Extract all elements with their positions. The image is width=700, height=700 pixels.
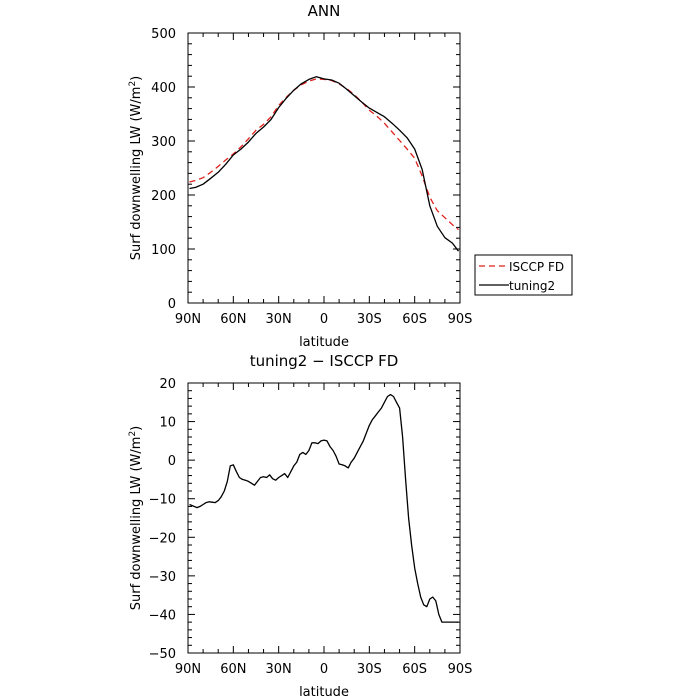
- y-axis-label-end: ): [129, 426, 144, 431]
- x-tick-label: 60N: [220, 312, 246, 327]
- plot-frame: [187, 32, 461, 304]
- y-tick-label: −40: [149, 608, 176, 623]
- y-tick-label: −20: [149, 531, 176, 546]
- legend-box: [474, 254, 573, 296]
- x-tick-label: 60S: [402, 312, 427, 327]
- top-panel-ann: ANN 90N 60N 30N 0 30S 60S 90S 0 100 200 300 400 500 la…: [128, 2, 472, 350]
- x-axis-label: latitude: [299, 685, 349, 700]
- x-tick-label: 30S: [357, 312, 382, 327]
- x-tick-label: 90S: [448, 662, 473, 677]
- y-tick-label: 500: [151, 27, 176, 42]
- y-tick-label: −30: [149, 570, 176, 585]
- series-line-difference: [189, 393, 459, 623]
- x-tick-label: 60N: [220, 662, 246, 677]
- chart-title: tuning2 − ISCCP FD: [250, 352, 399, 370]
- y-tick-label: 20: [159, 377, 176, 392]
- x-tick-label: 90N: [175, 312, 201, 327]
- y-axis-label: Surf downwelling LW (W/m2): [128, 76, 144, 261]
- y-axis-label: Surf downwelling LW (W/m2): [128, 426, 144, 611]
- y-axis-label-main: Surf downwelling LW (W/m: [129, 437, 144, 611]
- x-tick-label: 60S: [402, 662, 427, 677]
- series-line-tuning2: [189, 76, 460, 252]
- x-tick-label: 0: [320, 312, 328, 327]
- legend-label-1: tuning2: [509, 279, 555, 293]
- y-tick-label: 300: [151, 135, 176, 150]
- x-tick-label: 30N: [266, 312, 292, 327]
- x-tick-label: 90S: [448, 312, 473, 327]
- y-tick-label: −50: [149, 647, 176, 662]
- x-tick-label: 0: [320, 662, 328, 677]
- y-tick-label: 0: [168, 297, 176, 312]
- y-tick-label: 0: [168, 454, 176, 469]
- y-axis-label-end: ): [129, 76, 144, 81]
- plot-frame: [187, 382, 461, 654]
- x-tick-label: 30N: [266, 662, 292, 677]
- y-axis-label-superscript: 2: [128, 81, 138, 87]
- x-tick-label: 30S: [357, 662, 382, 677]
- bottom-panel-difference: tuning2 − ISCCP FD 90N 60N 30N 0 30S 60S 90S −50…: [128, 352, 472, 700]
- y-axis-label-main: Surf downwelling LW (W/m: [129, 87, 144, 261]
- y-tick-label: 100: [151, 243, 176, 258]
- chart-title: ANN: [308, 2, 341, 20]
- y-axis-label-superscript: 2: [128, 431, 138, 437]
- x-axis-label: latitude: [299, 335, 349, 350]
- y-tick-label: 10: [159, 416, 176, 431]
- legend: ISCCP FD tuning2: [474, 254, 573, 296]
- y-tick-label: 400: [151, 81, 176, 96]
- legend-label-0: ISCCP FD: [509, 260, 564, 274]
- y-tick-label: −10: [149, 493, 176, 508]
- series-line-isccp-fd: [189, 78, 459, 231]
- y-tick-label: 200: [151, 189, 176, 204]
- x-tick-label: 90N: [175, 662, 201, 677]
